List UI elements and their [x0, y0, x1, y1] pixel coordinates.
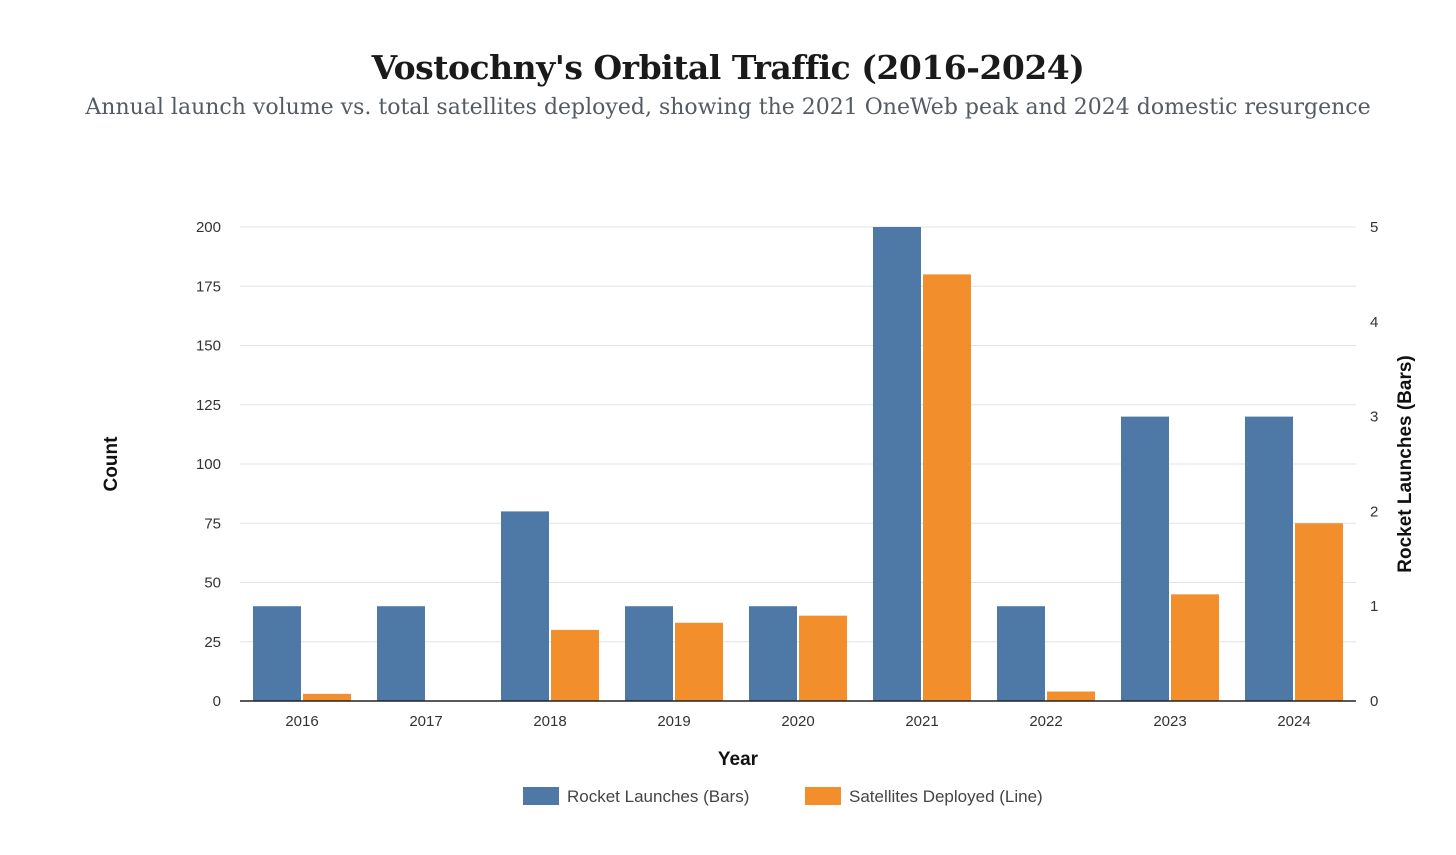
legend-label: Rocket Launches (Bars): [567, 787, 749, 806]
right-y-axis-ticks: 0 1 2 3 4 5: [1370, 219, 1378, 710]
right-y-tick-label: 3: [1370, 409, 1378, 426]
bar-satellites-deployed-2018: [551, 629, 599, 701]
bar-rocket-launches-2023: [1121, 416, 1169, 701]
left-y-tick-label: 200: [196, 219, 221, 236]
chart-title: Vostochny's Orbital Traffic (2016-2024): [371, 48, 1085, 87]
bar-satellites-deployed-2024: [1295, 523, 1343, 701]
x-tick-label: 2018: [533, 713, 566, 730]
bar-rocket-launches-2022: [997, 606, 1045, 701]
left-y-axis-title: Count: [101, 436, 122, 492]
x-axis-title: Year: [718, 749, 759, 770]
left-y-tick-label: 175: [196, 278, 221, 295]
gridlines: [240, 226, 1356, 643]
bar-satellites-deployed-2019: [675, 622, 723, 701]
left-y-tick-label: 125: [196, 397, 221, 414]
bars: [253, 227, 1343, 701]
bar-satellites-deployed-2016: [303, 693, 351, 701]
x-tick-label: 2016: [285, 713, 318, 730]
bar-rocket-launches-2020: [749, 606, 797, 701]
right-y-tick-label: 4: [1370, 314, 1378, 331]
legend-label: Satellites Deployed (Line): [849, 787, 1043, 806]
left-y-axis-ticks: 0 25 50 75 100 125 150 175 200: [196, 219, 221, 710]
legend-swatch: [805, 787, 841, 805]
bar-rocket-launches-2018: [501, 511, 549, 701]
bar-rocket-launches-2016: [253, 606, 301, 701]
left-y-tick-label: 100: [196, 456, 221, 473]
right-y-axis-title: Rocket Launches (Bars): [1395, 355, 1416, 573]
bar-satellites-deployed-2021: [923, 274, 971, 701]
x-tick-label: 2024: [1277, 713, 1310, 730]
left-y-tick-label: 25: [204, 634, 221, 651]
right-y-tick-label: 0: [1370, 693, 1378, 710]
left-y-tick-label: 0: [213, 693, 221, 710]
right-y-tick-label: 2: [1370, 503, 1378, 520]
bar-rocket-launches-2021: [873, 227, 921, 701]
bar-rocket-launches-2017: [377, 606, 425, 701]
bar-satellites-deployed-2023: [1171, 594, 1219, 701]
legend-swatch: [523, 787, 559, 805]
chart-subtitle: Annual launch volume vs. total satellite…: [85, 95, 1371, 120]
bar-rocket-launches-2024: [1245, 416, 1293, 701]
x-tick-label: 2019: [657, 713, 690, 730]
x-tick-label: 2023: [1153, 713, 1186, 730]
left-y-tick-label: 150: [196, 338, 221, 355]
x-axis-ticks: 2016 2017 2018 2019 2020 2021 2022 2023 2024: [285, 713, 1310, 730]
x-tick-label: 2021: [905, 713, 938, 730]
bar-rocket-launches-2019: [625, 606, 673, 701]
left-y-tick-label: 75: [204, 515, 221, 532]
x-tick-label: 2020: [781, 713, 814, 730]
x-tick-label: 2022: [1029, 713, 1062, 730]
bar-satellites-deployed-2022: [1047, 691, 1095, 701]
right-y-tick-label: 1: [1370, 598, 1378, 615]
x-tick-label: 2017: [409, 713, 442, 730]
bar-satellites-deployed-2020: [799, 615, 847, 701]
left-y-tick-label: 50: [204, 575, 221, 592]
right-y-tick-label: 5: [1370, 219, 1378, 236]
legend: Rocket Launches (Bars) Satellites Deploye…: [523, 787, 1043, 806]
